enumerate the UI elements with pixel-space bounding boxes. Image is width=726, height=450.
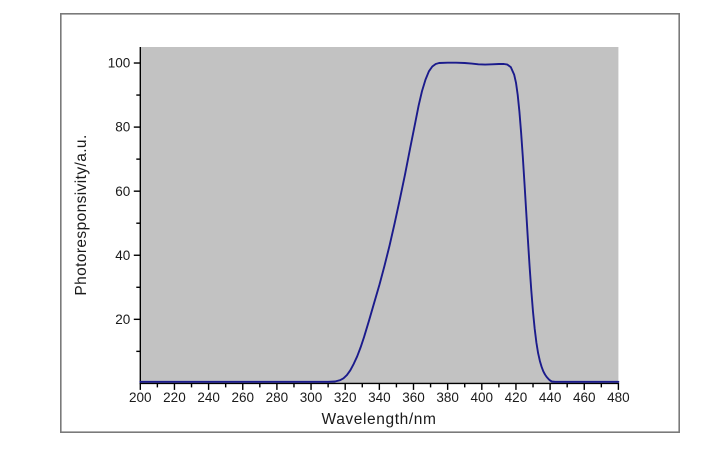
y-tick-label: 100 [108,56,131,71]
photoresponsivity-curve [139,61,620,383]
y-tick-label: 60 [115,184,130,199]
x-tick-label: 320 [334,390,357,405]
x-tick-label: 380 [436,390,459,405]
x-tick-label: 480 [607,390,630,405]
x-tick-label: 360 [402,390,425,405]
x-tick-label: 440 [539,390,562,405]
y-axis-title: Photoresponsivity/a.u. [73,134,90,296]
x-tick-label: 260 [231,390,254,405]
x-tick-label: 200 [129,390,152,405]
x-tick-label: 340 [368,390,391,405]
x-tick-label: 300 [300,390,323,405]
x-tick-label: 460 [573,390,596,405]
x-tick-label: 420 [505,390,528,405]
x-tick-label: 280 [266,390,289,405]
x-axis-title: Wavelength/nm [321,411,437,428]
y-tick-label: 80 [115,120,130,135]
x-tick-label: 220 [163,390,186,405]
y-tick-label: 40 [115,248,130,263]
x-tick-label: 400 [471,390,494,405]
x-tick-label: 240 [197,390,220,405]
y-tick-label: 20 [115,312,130,327]
plot-area [140,47,619,383]
